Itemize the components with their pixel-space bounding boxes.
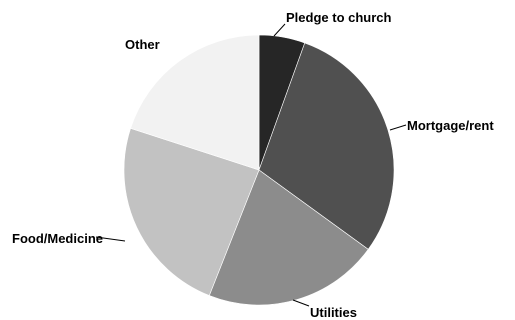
slice-labels: Pledge to church Mortgage/rent Utilities… xyxy=(12,10,494,320)
pie-slice-utilities xyxy=(208,169,369,306)
slice-label-mortgage-rent: Mortgage/rent xyxy=(407,118,494,133)
leader-line-food-medicine xyxy=(95,236,126,242)
slice-label-utilities: Utilities xyxy=(310,305,357,320)
leader-line-mortgage-rent xyxy=(389,124,407,131)
slice-label-other: Other xyxy=(125,37,160,52)
pie-slice-mortgage-rent xyxy=(258,42,395,250)
pie-slices xyxy=(123,34,395,306)
leader-line-utilities xyxy=(292,299,310,307)
pie-slice-other xyxy=(130,34,260,171)
leader-lines xyxy=(95,23,407,307)
leader-line-pledge-to-church xyxy=(273,23,286,37)
slice-label-pledge-to-church: Pledge to church xyxy=(286,10,392,25)
slice-label-food-medicine: Food/Medicine xyxy=(12,231,103,246)
pie-slice-food-medicine xyxy=(123,127,260,296)
